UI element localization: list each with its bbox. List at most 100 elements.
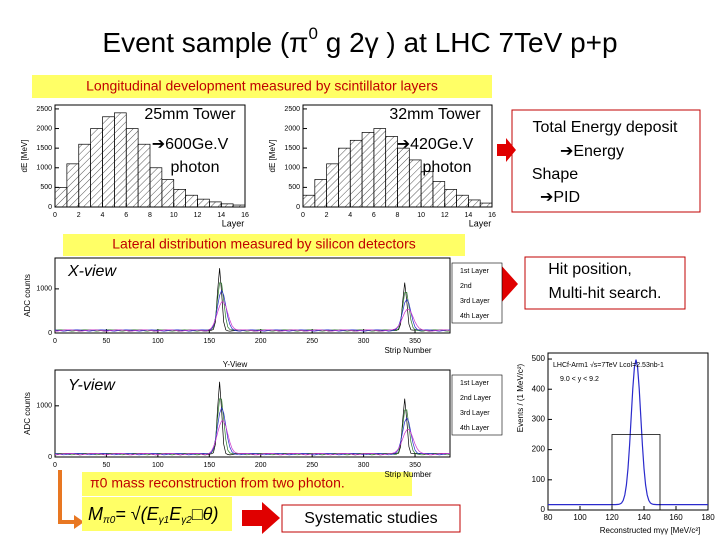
note: Systematic studies	[304, 510, 437, 527]
strip-trace	[54, 420, 451, 456]
title-part: Event sample (π	[102, 27, 308, 58]
y-tick-label: 2500	[36, 106, 52, 113]
label-box	[82, 472, 412, 496]
x-tick-label: 160	[669, 513, 683, 522]
bar	[78, 143, 91, 208]
y-tick-label: 1000	[36, 403, 52, 410]
x-tick-label: 14	[217, 212, 225, 219]
tower-label: 32mm Tower	[389, 106, 481, 123]
x-tick-label: 350	[409, 338, 421, 345]
x-tick-label: 250	[306, 338, 318, 345]
formula-part: E	[169, 504, 182, 524]
formula-part: π0	[103, 515, 116, 526]
strip-trace	[54, 301, 451, 332]
bar	[302, 194, 316, 208]
bar	[90, 128, 103, 208]
axis-label: dE [MeV]	[268, 140, 277, 173]
x-tick-label: 50	[103, 338, 111, 345]
bar	[102, 116, 115, 208]
x-tick-label: 2	[77, 212, 81, 219]
note-box	[281, 504, 461, 533]
bar	[54, 187, 68, 208]
x-tick-label: 0	[301, 212, 305, 219]
plot-info: 9.0 < y < 9.2	[560, 376, 599, 383]
x-tick-label: 12	[194, 212, 202, 219]
x-tick-label: 150	[203, 338, 215, 345]
bar	[420, 171, 434, 208]
plot-frame	[54, 369, 451, 458]
x-tick-label: 140	[637, 513, 651, 522]
legend-entry: 4th Layer	[460, 425, 490, 432]
x-tick-label: 12	[441, 212, 449, 219]
x-tick-label: 300	[358, 462, 370, 469]
note: ➔Energy	[560, 143, 624, 160]
view-label: X-view	[67, 263, 117, 280]
axis-label: Layer	[469, 218, 492, 228]
bar	[326, 163, 339, 208]
y-tick-label: 1500	[36, 145, 52, 152]
x-tick-label: 100	[152, 462, 164, 469]
label-box	[63, 234, 465, 256]
plot-frame	[54, 257, 451, 334]
slide-title: Event sample (π0 g 2γ ) at LHC 7TeV p+p	[102, 24, 617, 58]
x-tick-label: 10	[170, 212, 178, 219]
y-tick-label: 300	[532, 415, 546, 424]
bar	[397, 147, 410, 208]
x-tick-label: 180	[701, 513, 715, 522]
note: Multi-hit search.	[549, 285, 662, 302]
bar	[456, 194, 469, 208]
y-tick-label: 0	[48, 330, 52, 337]
x-tick-label: 50	[103, 462, 111, 469]
x-tick-label: 0	[53, 212, 57, 219]
bar	[185, 194, 198, 208]
particle-label: photon	[423, 159, 472, 176]
y-tick-label: 200	[532, 445, 546, 454]
x-tick-label: 8	[396, 212, 400, 219]
formula-part: M	[88, 504, 103, 524]
bar	[444, 188, 457, 208]
connector	[58, 470, 76, 524]
y-tick-label: 0	[48, 454, 52, 461]
bar	[220, 203, 234, 208]
x-tick-label: 2	[325, 212, 329, 219]
axis-label: ADC counts	[23, 392, 32, 435]
legend-entry: 1st Layer	[460, 268, 489, 275]
bar	[66, 163, 80, 208]
fit-curve	[548, 359, 708, 506]
signal-window	[611, 434, 661, 510]
bar	[361, 132, 375, 208]
section-label: π0 mass reconstruction from two photon.	[90, 475, 345, 491]
bar	[432, 181, 446, 208]
axis-label: Layer	[222, 218, 245, 228]
x-tick-label: 10	[417, 212, 425, 219]
bar	[149, 167, 163, 208]
axis-label: ADC counts	[23, 274, 32, 317]
x-tick-label: 150	[203, 462, 215, 469]
plot-info: LHCf-Arm1 √s=7TeV Lcol=2.53nb-1	[553, 361, 664, 369]
x-tick-label: 120	[605, 513, 619, 522]
x-tick-label: 4	[101, 212, 105, 219]
y-tick-label: 2000	[284, 125, 300, 132]
panel-title: Y-View	[223, 360, 248, 369]
plot-frame	[547, 352, 709, 511]
arrow	[497, 138, 516, 162]
x-tick-label: 0	[53, 462, 57, 469]
bar	[232, 204, 246, 208]
axis-label: Events / (1 MeV/c²)	[516, 363, 525, 432]
y-tick-label: 500	[288, 184, 300, 191]
view-label: Y-view	[68, 377, 116, 394]
legend-entry: 3rd Layer	[460, 410, 490, 417]
formula: Mπ0= √(Eγ1Eγ2□θ)	[88, 504, 218, 526]
title-part: g 2γ ) at LHC 7TeV p+p	[318, 27, 618, 58]
axis-label: Reconstructed mγγ [MeV/c²]	[600, 526, 700, 535]
x-tick-label: 0	[53, 338, 57, 345]
formula-part: = √(E	[115, 504, 159, 524]
x-tick-label: 350	[409, 462, 421, 469]
note: Total Energy deposit	[533, 119, 679, 136]
y-tick-label: 1000	[36, 165, 52, 172]
bar	[349, 139, 363, 208]
y-tick-label: 100	[532, 475, 546, 484]
label-box	[32, 75, 492, 98]
bar	[137, 143, 151, 208]
